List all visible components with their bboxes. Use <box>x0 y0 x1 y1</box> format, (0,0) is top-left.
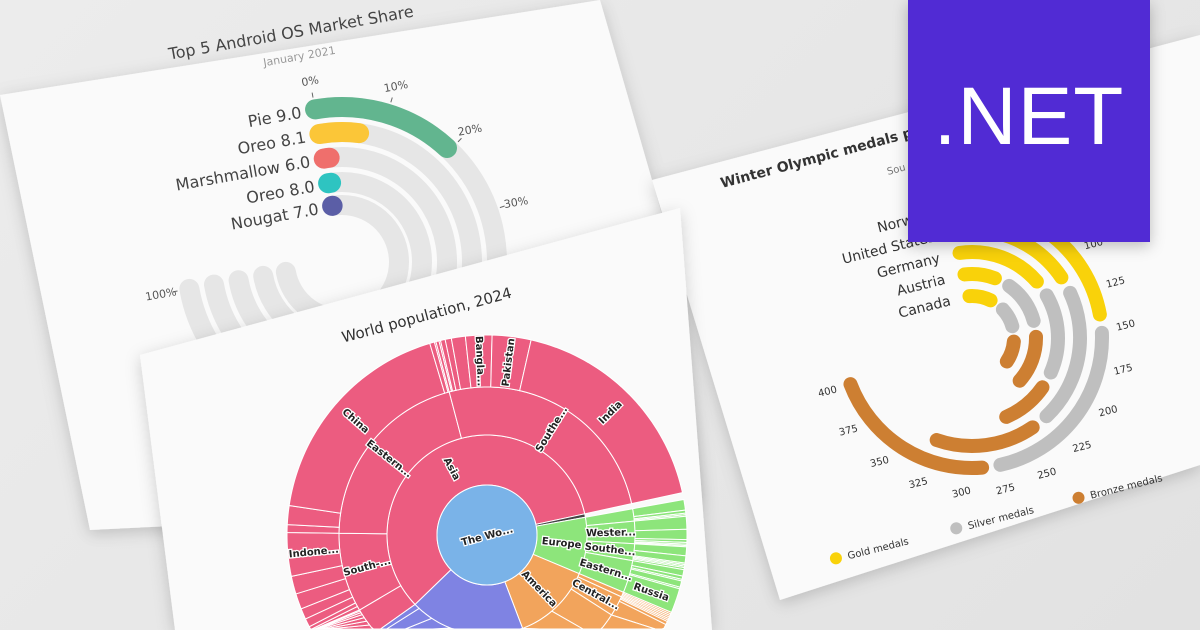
axis-tick-label: 300 <box>951 485 972 500</box>
axis-tick-label: 30% <box>503 194 529 211</box>
sunburst-label: Bangla... <box>473 336 486 387</box>
legend-marker <box>1072 491 1085 504</box>
medal-bar <box>999 380 1050 424</box>
axis-tick-label: 275 <box>995 482 1016 497</box>
medal-bar <box>995 302 1020 334</box>
axis-tick-label: 175 <box>1113 363 1134 378</box>
medal-bar <box>952 245 1044 289</box>
axis-tick <box>172 290 178 293</box>
sunburst-label: Wester... <box>586 527 636 539</box>
axis-tick-label: 0% <box>300 73 319 89</box>
medal-bar <box>929 420 1040 453</box>
sunburst-segment <box>634 528 688 541</box>
axis-tick <box>390 97 393 103</box>
sunburst-center <box>436 484 538 586</box>
axis-tick-label: 125 <box>1105 275 1126 290</box>
medal-bar <box>993 325 1109 472</box>
axis-tick-label: 350 <box>869 455 890 470</box>
axis-tick-label: 100% <box>144 285 177 303</box>
medal-bar <box>957 267 1002 286</box>
axis-tick <box>457 137 462 143</box>
medal-bar <box>999 334 1021 369</box>
medal-bar <box>962 289 998 308</box>
olympic-chart-subtitle: Sou <box>886 162 907 177</box>
legend-marker <box>950 522 963 535</box>
axis-tick <box>499 205 505 209</box>
population-sunburst: Indone...South-...ChinaEastern...Bangla.… <box>286 334 688 630</box>
axis-tick-label: 225 <box>1072 440 1093 455</box>
population-chart-card: World population, 2024 Indone...South-..… <box>140 208 712 630</box>
axis-tick-label: 375 <box>838 423 859 438</box>
axis-tick <box>311 92 314 98</box>
medal-bar <box>1039 288 1065 380</box>
series-bar-0 <box>305 97 458 158</box>
axis-tick-label: 250 <box>1036 467 1057 482</box>
axis-tick-label: 20% <box>457 122 483 139</box>
axis-tick-label: 200 <box>1098 404 1119 419</box>
legend-marker <box>829 552 842 565</box>
series-bar-3 <box>318 172 342 194</box>
axis-tick-label: 325 <box>908 476 929 491</box>
axis-tick-label: 10% <box>383 78 409 95</box>
axis-tick-label: 150 <box>1115 318 1136 333</box>
axis-tick-label: 400 <box>817 384 838 399</box>
series-bar-1 <box>309 122 370 144</box>
sunburst-segment <box>519 339 684 505</box>
medal-bar <box>1012 329 1043 388</box>
medal-bar <box>843 377 990 475</box>
series-bar-2 <box>313 147 340 169</box>
dotnet-logo-text: .NET <box>933 71 1125 162</box>
medal-bar <box>1002 278 1041 328</box>
sunburst-segment <box>586 614 656 630</box>
dotnet-badge: .NET <box>908 0 1150 242</box>
medal-bar <box>1039 285 1087 424</box>
